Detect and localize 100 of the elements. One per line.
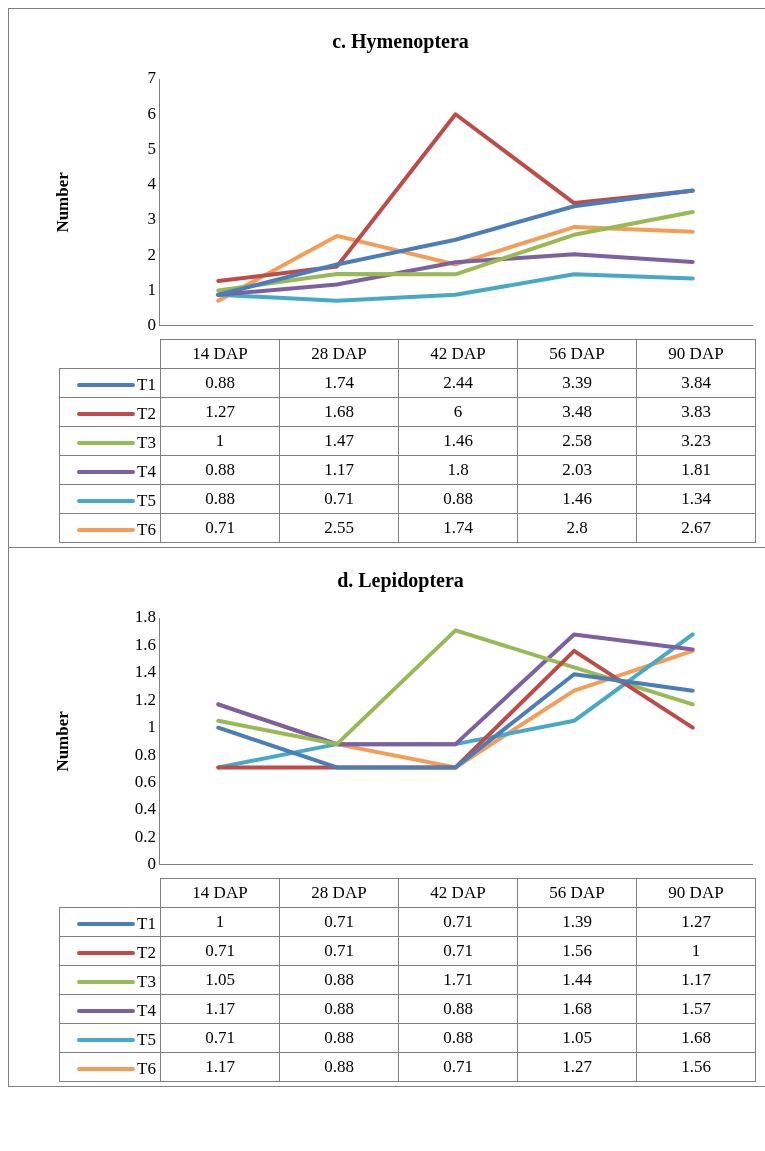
data-label: 1.27 (636, 907, 756, 937)
data-label: 1.17 (636, 965, 756, 995)
legend-label: T2 (137, 403, 156, 424)
data-label: 1.17 (160, 1052, 280, 1082)
legend-label: T1 (137, 374, 156, 395)
data-label: 6 (398, 397, 518, 427)
x-tick-label: 56 DAP (517, 878, 637, 908)
x-tick-label: 90 DAP (636, 878, 756, 908)
data-label: 2.03 (517, 455, 637, 485)
legend-label: T4 (137, 1000, 156, 1021)
data-label: 3.83 (636, 397, 756, 427)
data-label: 0.71 (160, 513, 280, 543)
data-label: 2.67 (636, 513, 756, 543)
data-label: 1.74 (279, 368, 399, 398)
y-tick-label: 7 (147, 68, 157, 88)
data-label: 1.27 (517, 1052, 637, 1082)
y-tick-label: 2 (147, 244, 156, 264)
data-label: 0.71 (398, 936, 518, 966)
data-label: 1.05 (517, 1023, 637, 1053)
x-tick-label: 90 DAP (636, 339, 756, 369)
data-label: 0.88 (398, 484, 518, 514)
y-tick-label: 0.8 (134, 744, 156, 764)
y-tick-label: 0.2 (134, 826, 156, 846)
data-label: 1.8 (398, 455, 518, 485)
x-tick-label: 28 DAP (279, 878, 399, 908)
y-tick-label: 1 (147, 280, 156, 300)
data-label: 0.71 (160, 1023, 280, 1053)
data-label: 3.39 (517, 368, 637, 398)
data-label: 1.71 (398, 965, 518, 995)
data-label: 0.88 (160, 368, 280, 398)
y-tick-label: 0.6 (134, 772, 156, 791)
y-tick-label: 5 (147, 138, 156, 158)
data-label: 1.17 (160, 994, 280, 1024)
data-label: 1.05 (160, 965, 280, 995)
legend-label: T5 (137, 490, 156, 511)
data-label: 0.88 (160, 484, 280, 514)
data-label: 0.88 (279, 1052, 399, 1082)
legend-label: T4 (137, 461, 156, 482)
data-label: 1.27 (160, 397, 280, 427)
data-label: 0.88 (398, 994, 518, 1024)
data-label: 1.74 (398, 513, 518, 543)
data-label: 1.56 (636, 1052, 756, 1082)
y-tick-label: 6 (147, 103, 156, 123)
data-label: 3.23 (636, 426, 756, 456)
legend-label: T6 (137, 1058, 156, 1079)
data-label: 0.88 (279, 965, 399, 995)
y-tick-label: 1.2 (134, 689, 156, 709)
x-tick-label: 56 DAP (517, 339, 637, 369)
data-label: 0.71 (398, 1052, 518, 1082)
y-axis-title: Number (52, 171, 72, 233)
legend-label: T3 (137, 432, 156, 453)
data-label: 1.47 (279, 426, 399, 456)
data-label: 0.71 (398, 907, 518, 937)
y-tick-label: 4 (147, 174, 157, 194)
data-label: 1.56 (517, 936, 637, 966)
data-label: 0.88 (160, 455, 280, 485)
y-tick-label: 1.6 (134, 634, 156, 654)
chart-title: d. Lepidoptera (337, 569, 464, 593)
data-label: 1.68 (517, 994, 637, 1024)
legend-label: T5 (137, 1029, 156, 1050)
data-label: 1 (636, 936, 756, 966)
y-tick-label: 1.4 (134, 662, 157, 682)
data-label: 2.58 (517, 426, 637, 456)
y-tick-label: 1.8 (134, 607, 156, 627)
legend-label: T1 (137, 913, 156, 934)
data-label: 1.68 (636, 1023, 756, 1053)
x-tick-label: 14 DAP (160, 878, 280, 908)
y-tick-label: 1 (147, 717, 156, 737)
legend-label: T6 (137, 519, 156, 540)
data-label: 1.68 (279, 397, 399, 427)
data-label: 1.46 (517, 484, 637, 514)
legend-label: T3 (137, 971, 156, 992)
y-tick-label: 3 (147, 209, 156, 229)
data-label: 0.71 (160, 936, 280, 966)
legend-label: T2 (137, 942, 156, 963)
y-axis-title: Number (52, 710, 72, 772)
data-label: 0.71 (279, 484, 399, 514)
x-tick-label: 42 DAP (398, 878, 518, 908)
data-label: 2.55 (279, 513, 399, 543)
y-tick-label: 0 (147, 854, 156, 874)
data-label: 3.84 (636, 368, 756, 398)
data-label: 0.71 (279, 907, 399, 937)
data-label: 0.88 (398, 1023, 518, 1053)
chart-title: c. Hymenoptera (332, 30, 469, 54)
data-label: 1.57 (636, 994, 756, 1024)
data-label: 0.71 (279, 936, 399, 966)
data-label: 1.44 (517, 965, 637, 995)
data-label: 1.46 (398, 426, 518, 456)
data-label: 2.8 (517, 513, 637, 543)
data-label: 0.88 (279, 1023, 399, 1053)
x-tick-label: 42 DAP (398, 339, 518, 369)
x-tick-label: 14 DAP (160, 339, 280, 369)
data-label: 2.44 (398, 368, 518, 398)
y-tick-label: 0.4 (134, 799, 157, 819)
data-label: 1.39 (517, 907, 637, 937)
y-tick-label: 0 (147, 315, 156, 335)
data-label: 1.17 (279, 455, 399, 485)
data-label: 1.81 (636, 455, 756, 485)
data-label: 0.88 (279, 994, 399, 1024)
x-tick-label: 28 DAP (279, 339, 399, 369)
